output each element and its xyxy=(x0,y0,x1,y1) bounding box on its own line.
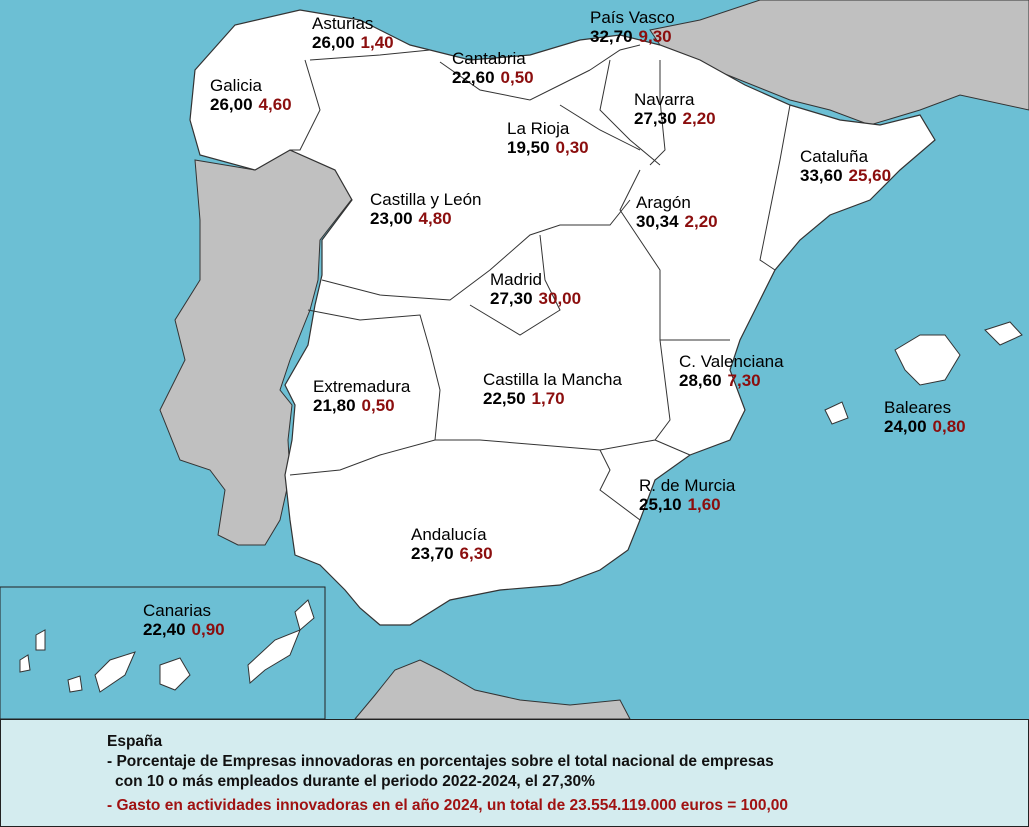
region-castilla-la-mancha: Castilla la Mancha 22,50 1,70 xyxy=(483,370,622,408)
region-canarias: Canarias 22,40 0,90 xyxy=(143,601,225,639)
region-navarra: Navarra 27,30 2,20 xyxy=(634,90,716,128)
region-asturias: Asturias 26,00 1,40 xyxy=(312,14,394,52)
spain-map xyxy=(0,0,1029,719)
legend-percentage-line2: con 10 o más empleados durante el period… xyxy=(115,773,595,790)
innovation-spending: 0,30 xyxy=(555,137,589,157)
region-name: Galicia xyxy=(210,76,262,95)
region-castilla-y-leon: Castilla y León 23,00 4,80 xyxy=(370,190,482,228)
region-name: La Rioja xyxy=(507,119,570,138)
innovation-percentage: 19,50 xyxy=(507,137,550,157)
innovation-spending: 2,20 xyxy=(684,211,718,231)
region-borders xyxy=(289,44,791,521)
region-cantabria: Cantabria 22,60 0,50 xyxy=(452,49,534,87)
region-name: Cataluña xyxy=(800,147,869,166)
region-name: Canarias xyxy=(143,601,212,620)
innovation-spending: 25,60 xyxy=(848,165,892,185)
innovation-spending: 0,90 xyxy=(191,619,225,639)
innovation-spending: 30,00 xyxy=(538,288,582,308)
innovation-spending: 0,50 xyxy=(500,67,534,87)
region-aragon: Aragón 30,34 2,20 xyxy=(636,193,718,231)
region-name: Navarra xyxy=(634,90,695,109)
innovation-spending: 9,30 xyxy=(638,26,672,46)
innovation-percentage: 22,40 xyxy=(143,619,186,639)
mallorca-island xyxy=(894,334,961,386)
innovation-percentage: 32,70 xyxy=(590,26,633,46)
innovation-spending: 2,20 xyxy=(682,108,716,128)
innovation-spending: 1,40 xyxy=(360,32,394,52)
region-la-rioja: La Rioja 19,50 0,30 xyxy=(507,119,589,157)
portugal-landmass xyxy=(159,149,356,546)
innovation-percentage: 23,00 xyxy=(370,208,413,228)
innovation-spending: 0,50 xyxy=(361,395,395,415)
innovation-percentage: 25,10 xyxy=(639,494,682,514)
innovation-percentage: 21,80 xyxy=(313,395,356,415)
innovation-percentage: 23,70 xyxy=(411,543,454,563)
region-name: Baleares xyxy=(884,398,952,417)
innovation-spending: 4,80 xyxy=(418,208,452,228)
legend-spending-line: - Gasto en actividades innovadoras en el… xyxy=(107,797,789,814)
region-madrid: Madrid 27,30 30,00 xyxy=(490,270,582,308)
innovation-spending: 6,30 xyxy=(459,543,493,563)
spain-mainland xyxy=(189,9,936,626)
innovation-percentage: 33,60 xyxy=(800,165,843,185)
innovation-percentage: 26,00 xyxy=(210,94,253,114)
region-name: R. de Murcia xyxy=(639,476,736,495)
region-name: Madrid xyxy=(490,270,542,289)
region-name: C. Valenciana xyxy=(679,352,784,371)
region-name: Asturias xyxy=(312,14,374,33)
menorca-island xyxy=(984,321,1023,346)
innovation-spending: 4,60 xyxy=(258,94,292,114)
innovation-spending: 1,70 xyxy=(531,388,565,408)
region-r-de-murcia: R. de Murcia 25,10 1,60 xyxy=(639,476,736,514)
region-name: Extremadura xyxy=(313,377,411,396)
region-name: País Vasco xyxy=(590,8,675,27)
ibiza-island xyxy=(824,401,849,425)
innovation-spending: 0,80 xyxy=(932,416,966,436)
region-name: Castilla la Mancha xyxy=(483,370,622,389)
innovation-percentage: 30,34 xyxy=(636,211,679,231)
canarias-islands xyxy=(19,599,315,693)
innovation-percentage: 24,00 xyxy=(884,416,927,436)
legend-box: España - Porcentaje de Empresas innovado… xyxy=(0,719,1029,827)
region-galicia: Galicia 26,00 4,60 xyxy=(210,76,292,114)
region-name: Cantabria xyxy=(452,49,526,68)
region-name: Aragón xyxy=(636,193,691,212)
region-extremadura: Extremadura 21,80 0,50 xyxy=(313,377,411,415)
innovation-percentage: 28,60 xyxy=(679,370,722,390)
legend-title: España xyxy=(107,733,163,750)
region-c-valenciana: C. Valenciana 28,60 7,30 xyxy=(679,352,784,390)
innovation-percentage: 22,50 xyxy=(483,388,526,408)
innovation-spending: 7,30 xyxy=(727,370,761,390)
innovation-percentage: 27,30 xyxy=(634,108,677,128)
region-name: Castilla y León xyxy=(370,190,482,209)
innovation-percentage: 22,60 xyxy=(452,67,495,87)
innovation-percentage: 27,30 xyxy=(490,288,533,308)
region-andalucia: Andalucía 23,70 6,30 xyxy=(411,525,493,563)
region-pais-vasco: País Vasco 32,70 9,30 xyxy=(590,8,675,46)
region-baleares: Baleares 24,00 0,80 xyxy=(884,398,966,436)
legend-percentage-line1: - Porcentaje de Empresas innovadoras en … xyxy=(107,753,774,770)
region-name: Andalucía xyxy=(411,525,487,544)
innovation-percentage: 26,00 xyxy=(312,32,355,52)
innovation-spending: 1,60 xyxy=(687,494,721,514)
morocco-landmass xyxy=(354,659,631,719)
region-cataluna: Cataluña 33,60 25,60 xyxy=(800,147,892,185)
